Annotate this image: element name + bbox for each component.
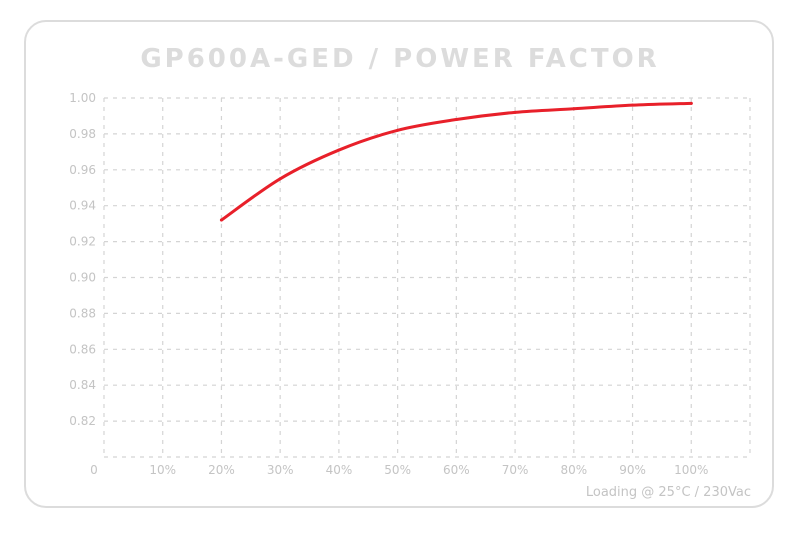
x-tick-label: 40% bbox=[326, 463, 353, 477]
y-axis-ticks: 0.82 0.84 0.86 0.88 0.90 0.92 0.94 0.96 0.98 1.00 bbox=[69, 91, 96, 428]
series-layer bbox=[219, 101, 693, 222]
data-point bbox=[689, 101, 693, 105]
x-tick-label: 30% bbox=[267, 463, 294, 477]
x-tick-label: 50% bbox=[384, 463, 411, 477]
x-tick-label: 70% bbox=[502, 463, 529, 477]
data-point bbox=[513, 110, 517, 114]
data-point bbox=[219, 218, 223, 222]
data-point bbox=[631, 103, 635, 107]
x-axis-ticks: 0 10% 20% 30% 40% 50% 60% 70% 80% 90% 100% bbox=[90, 463, 708, 477]
y-tick-label: 0.86 bbox=[69, 342, 96, 356]
grid bbox=[103, 97, 751, 458]
y-tick-label: 0.96 bbox=[69, 163, 96, 177]
x-tick-label: 20% bbox=[208, 463, 235, 477]
data-point bbox=[454, 118, 458, 122]
chart-title: GP600A-GED / POWER FACTOR bbox=[140, 44, 660, 74]
y-tick-label: 1.00 bbox=[69, 91, 96, 105]
data-point bbox=[572, 107, 576, 111]
y-tick-label: 0.84 bbox=[69, 378, 96, 392]
data-point bbox=[396, 128, 400, 132]
y-tick-label: 0.98 bbox=[69, 127, 96, 141]
x-tick-label: 10% bbox=[149, 463, 176, 477]
data-point bbox=[278, 177, 282, 181]
loading-conditions-note: Loading @ 25°C / 230Vac bbox=[586, 485, 751, 500]
y-tick-label: 0.94 bbox=[69, 199, 96, 213]
y-tick-label: 0.88 bbox=[69, 306, 96, 320]
x-tick-label: 100% bbox=[674, 463, 708, 477]
x-tick-label: 80% bbox=[560, 463, 587, 477]
x-tick-label: 60% bbox=[443, 463, 470, 477]
y-tick-label: 0.92 bbox=[69, 235, 96, 249]
data-point bbox=[337, 148, 341, 152]
x-tick-label: 0 bbox=[90, 463, 98, 477]
y-tick-label: 0.82 bbox=[69, 414, 96, 428]
y-tick-label: 0.90 bbox=[69, 271, 96, 285]
x-tick-label: 90% bbox=[619, 463, 646, 477]
chart-frame bbox=[24, 20, 774, 508]
